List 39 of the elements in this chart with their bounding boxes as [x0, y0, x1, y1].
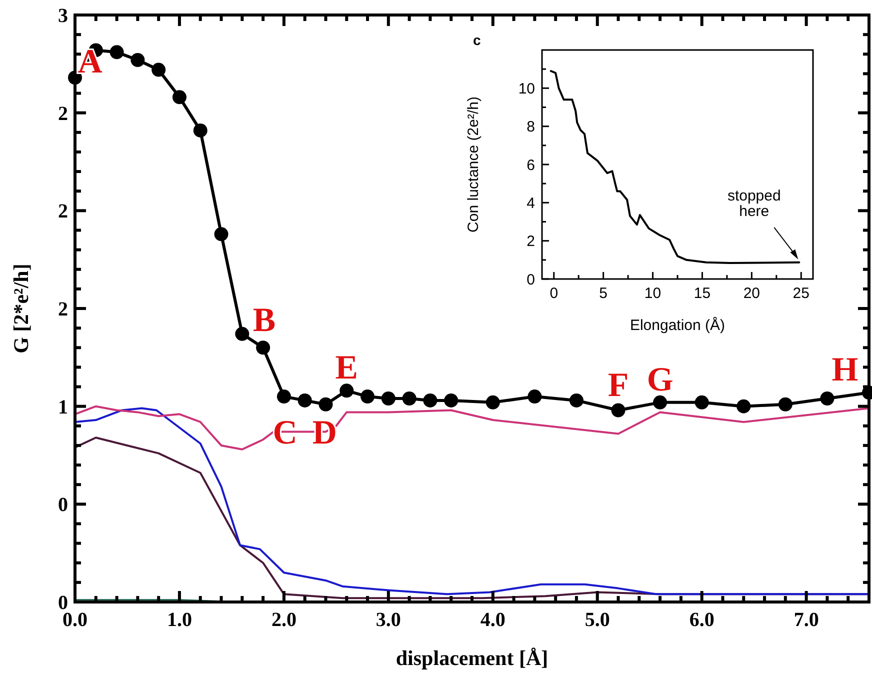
annotation: H — [832, 352, 858, 389]
annotation: F — [608, 367, 629, 404]
x-tick-label: 25 — [792, 285, 810, 302]
x-tick-label: 3.0 — [376, 609, 401, 631]
y-tick-label: 4 — [526, 194, 535, 212]
x-tick-label: 2.0 — [271, 609, 296, 631]
x-tick-label: 1.0 — [166, 609, 192, 631]
y-tick-label: 8 — [526, 118, 535, 136]
y-tick-label: 6 — [526, 156, 535, 174]
annotation: G — [646, 361, 674, 398]
y-tick-label: 0 — [526, 271, 535, 288]
annotation: c — [473, 32, 481, 48]
annotation: stopped here — [727, 187, 781, 220]
y-axis-title: G [2*e²/h] — [9, 264, 33, 354]
y-tick-label: 0 — [58, 494, 68, 516]
x-tick-label: 20 — [743, 285, 760, 302]
y-tick-label: 2 — [58, 298, 68, 320]
x-axis-title: displacement [Å] — [396, 646, 548, 670]
line-series — [550, 70, 800, 264]
x-tick-label: 10 — [644, 285, 662, 302]
x-tick-label: 15 — [694, 285, 711, 302]
annotation: B — [252, 302, 276, 339]
x-axis-title: Elongation (Å) — [630, 316, 726, 334]
y-tick-label: 10 — [518, 80, 535, 98]
x-tick-label: 0 — [550, 285, 558, 302]
y-tick-label: 3 — [58, 5, 68, 27]
x-tick-label: 7.0 — [794, 609, 819, 631]
line-series — [74, 407, 870, 596]
y-tick-label: 2 — [58, 102, 68, 125]
line-series — [74, 405, 870, 450]
y-tick-label: 1 — [58, 396, 68, 418]
y-tick-label: 2 — [58, 200, 68, 223]
x-tick-label: 6.0 — [689, 609, 714, 631]
annotation: E — [335, 350, 358, 387]
x-tick-label: 4.0 — [480, 609, 506, 631]
y-axis-title: Con luctance (2e²/h) — [465, 96, 482, 232]
x-tick-label: 5 — [599, 285, 608, 302]
x-tick-label: 5.0 — [584, 609, 610, 631]
y-tick-label: 2 — [526, 233, 535, 250]
